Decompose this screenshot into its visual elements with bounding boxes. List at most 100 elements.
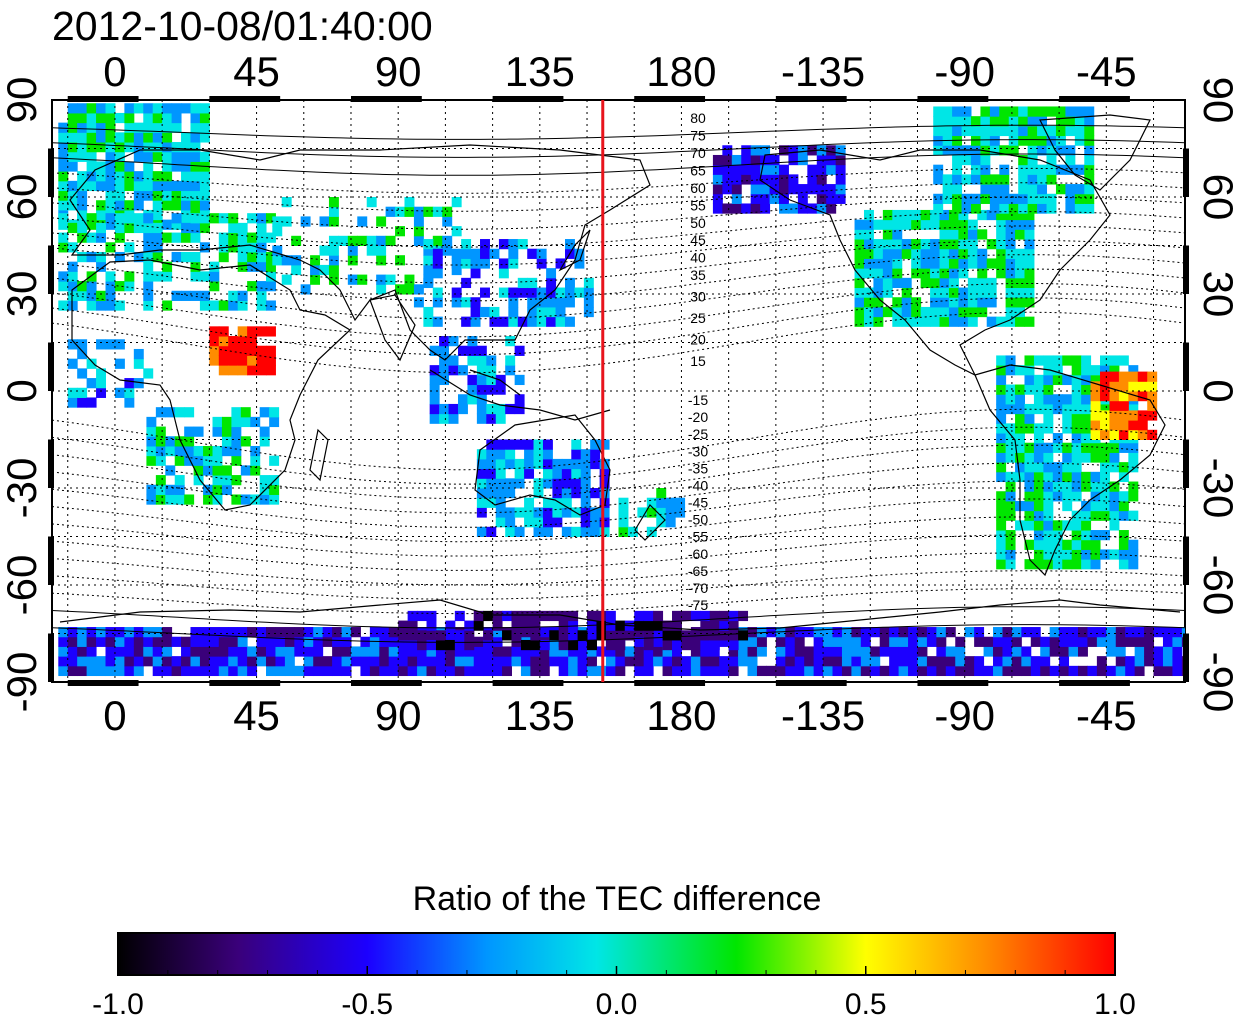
- tec-pixel: [722, 174, 733, 185]
- tec-pixel: [67, 161, 78, 172]
- tec-pixel: [1074, 203, 1085, 214]
- tec-pixel: [826, 164, 837, 175]
- tec-pixel: [221, 436, 232, 447]
- tec-pixel: [1153, 656, 1164, 667]
- rightTicks-label: 30: [1195, 271, 1240, 318]
- tec-pixel: [863, 297, 874, 308]
- tec-pixel: [332, 646, 343, 657]
- tec-pixel: [1147, 400, 1158, 411]
- tec-pixel: [936, 646, 947, 657]
- tec-pixel: [854, 277, 865, 289]
- tec-pixel: [587, 610, 597, 622]
- tec-pixel: [171, 190, 182, 201]
- tec-pixel: [517, 316, 528, 327]
- tec-pixel: [199, 190, 210, 201]
- tec-pixel: [505, 336, 516, 347]
- tec-pixel: [558, 646, 569, 657]
- tec-pixel: [930, 268, 941, 279]
- tec-pixel: [146, 416, 157, 428]
- tec-pixel: [486, 403, 497, 415]
- tec-pixel: [974, 636, 985, 647]
- tec-pixel: [199, 636, 210, 647]
- tec-pixel: [1062, 394, 1073, 405]
- tec-pixel: [1043, 403, 1054, 415]
- tec-pixel: [911, 268, 922, 279]
- tec-pixel: [879, 636, 890, 647]
- tec-pixel: [96, 339, 107, 350]
- tec-pixel: [520, 639, 531, 651]
- tec-pixel: [86, 251, 97, 263]
- tec-pixel: [1015, 442, 1025, 453]
- tec-pixel: [162, 636, 173, 647]
- tec-pixel: [77, 222, 88, 234]
- tec-pixel: [480, 248, 490, 259]
- leftTicks-label: 30: [0, 271, 45, 318]
- tec-pixel: [143, 122, 154, 133]
- tec-pixel: [105, 656, 116, 667]
- tec-pixel: [942, 174, 953, 185]
- tec-pixel: [209, 656, 220, 667]
- tec-pixel: [143, 151, 154, 162]
- tec-pixel: [492, 610, 503, 622]
- tec-pixel: [1033, 403, 1044, 415]
- tec-pixel: [747, 646, 758, 657]
- tec-pixel: [473, 656, 484, 667]
- tec-pixel: [1081, 500, 1092, 512]
- tec-pixel: [1011, 636, 1022, 647]
- tec-pixel: [407, 646, 418, 657]
- tec-pixel: [114, 142, 125, 153]
- tec-pixel: [816, 164, 827, 175]
- tec-pixel: [407, 620, 418, 631]
- tec-pixel: [870, 627, 881, 638]
- tec-pixel: [190, 190, 201, 201]
- tec-pixel: [67, 656, 78, 667]
- tec-pixel: [882, 258, 893, 269]
- tec-pixel: [568, 656, 579, 667]
- tec-pixel: [483, 646, 494, 657]
- tec-pixel: [96, 142, 107, 153]
- tec-pixel: [1144, 636, 1155, 647]
- tec-pixel: [1071, 394, 1082, 405]
- frame-tick-bar: [1183, 245, 1189, 294]
- tec-pixel: [514, 374, 525, 386]
- coastline-indonesia: [429, 369, 611, 421]
- tec-pixel: [388, 646, 399, 657]
- tec-pixel: [77, 387, 88, 398]
- tec-pixel: [429, 384, 440, 395]
- tec-pixel: [1024, 510, 1035, 521]
- tec-pixel: [555, 287, 566, 298]
- tec-pixel: [1071, 374, 1082, 386]
- tec-pixel: [162, 161, 173, 172]
- tec-pixel: [996, 268, 1007, 279]
- tec-pixel: [1015, 520, 1025, 531]
- tec-pixel: [552, 468, 563, 479]
- tec-pixel: [1096, 656, 1107, 667]
- tec-pixel: [524, 458, 535, 470]
- tec-pixel: [738, 630, 749, 641]
- tec-pixel: [86, 112, 97, 124]
- tec-pixel: [133, 646, 144, 657]
- tec-pixel: [184, 436, 195, 447]
- tec-pixel: [124, 161, 135, 172]
- tec-pixel: [564, 297, 575, 308]
- tec-pixel: [804, 656, 815, 667]
- tec-pixel: [1005, 229, 1016, 240]
- tec-pixel: [627, 526, 638, 537]
- tec-pixel: [498, 268, 509, 279]
- tec-pixel: [1109, 410, 1120, 421]
- tec-pixel: [882, 219, 893, 230]
- tec-pixel: [1005, 452, 1016, 463]
- tec-pixel: [700, 639, 711, 651]
- tec-pixel: [1008, 116, 1019, 127]
- coastline-north-america: [759, 149, 1111, 377]
- tec-pixel: [1071, 520, 1082, 531]
- tec-pixel: [190, 646, 201, 657]
- tec-pixel: [1109, 371, 1120, 382]
- tec-pixel: [1015, 268, 1025, 279]
- tec-pixel: [1090, 400, 1101, 411]
- tec-pixel: [1033, 374, 1044, 386]
- tec-pixel: [291, 235, 302, 246]
- tec-pixel: [926, 656, 937, 667]
- tec-pixel: [832, 636, 843, 647]
- tec-pixel: [209, 261, 220, 272]
